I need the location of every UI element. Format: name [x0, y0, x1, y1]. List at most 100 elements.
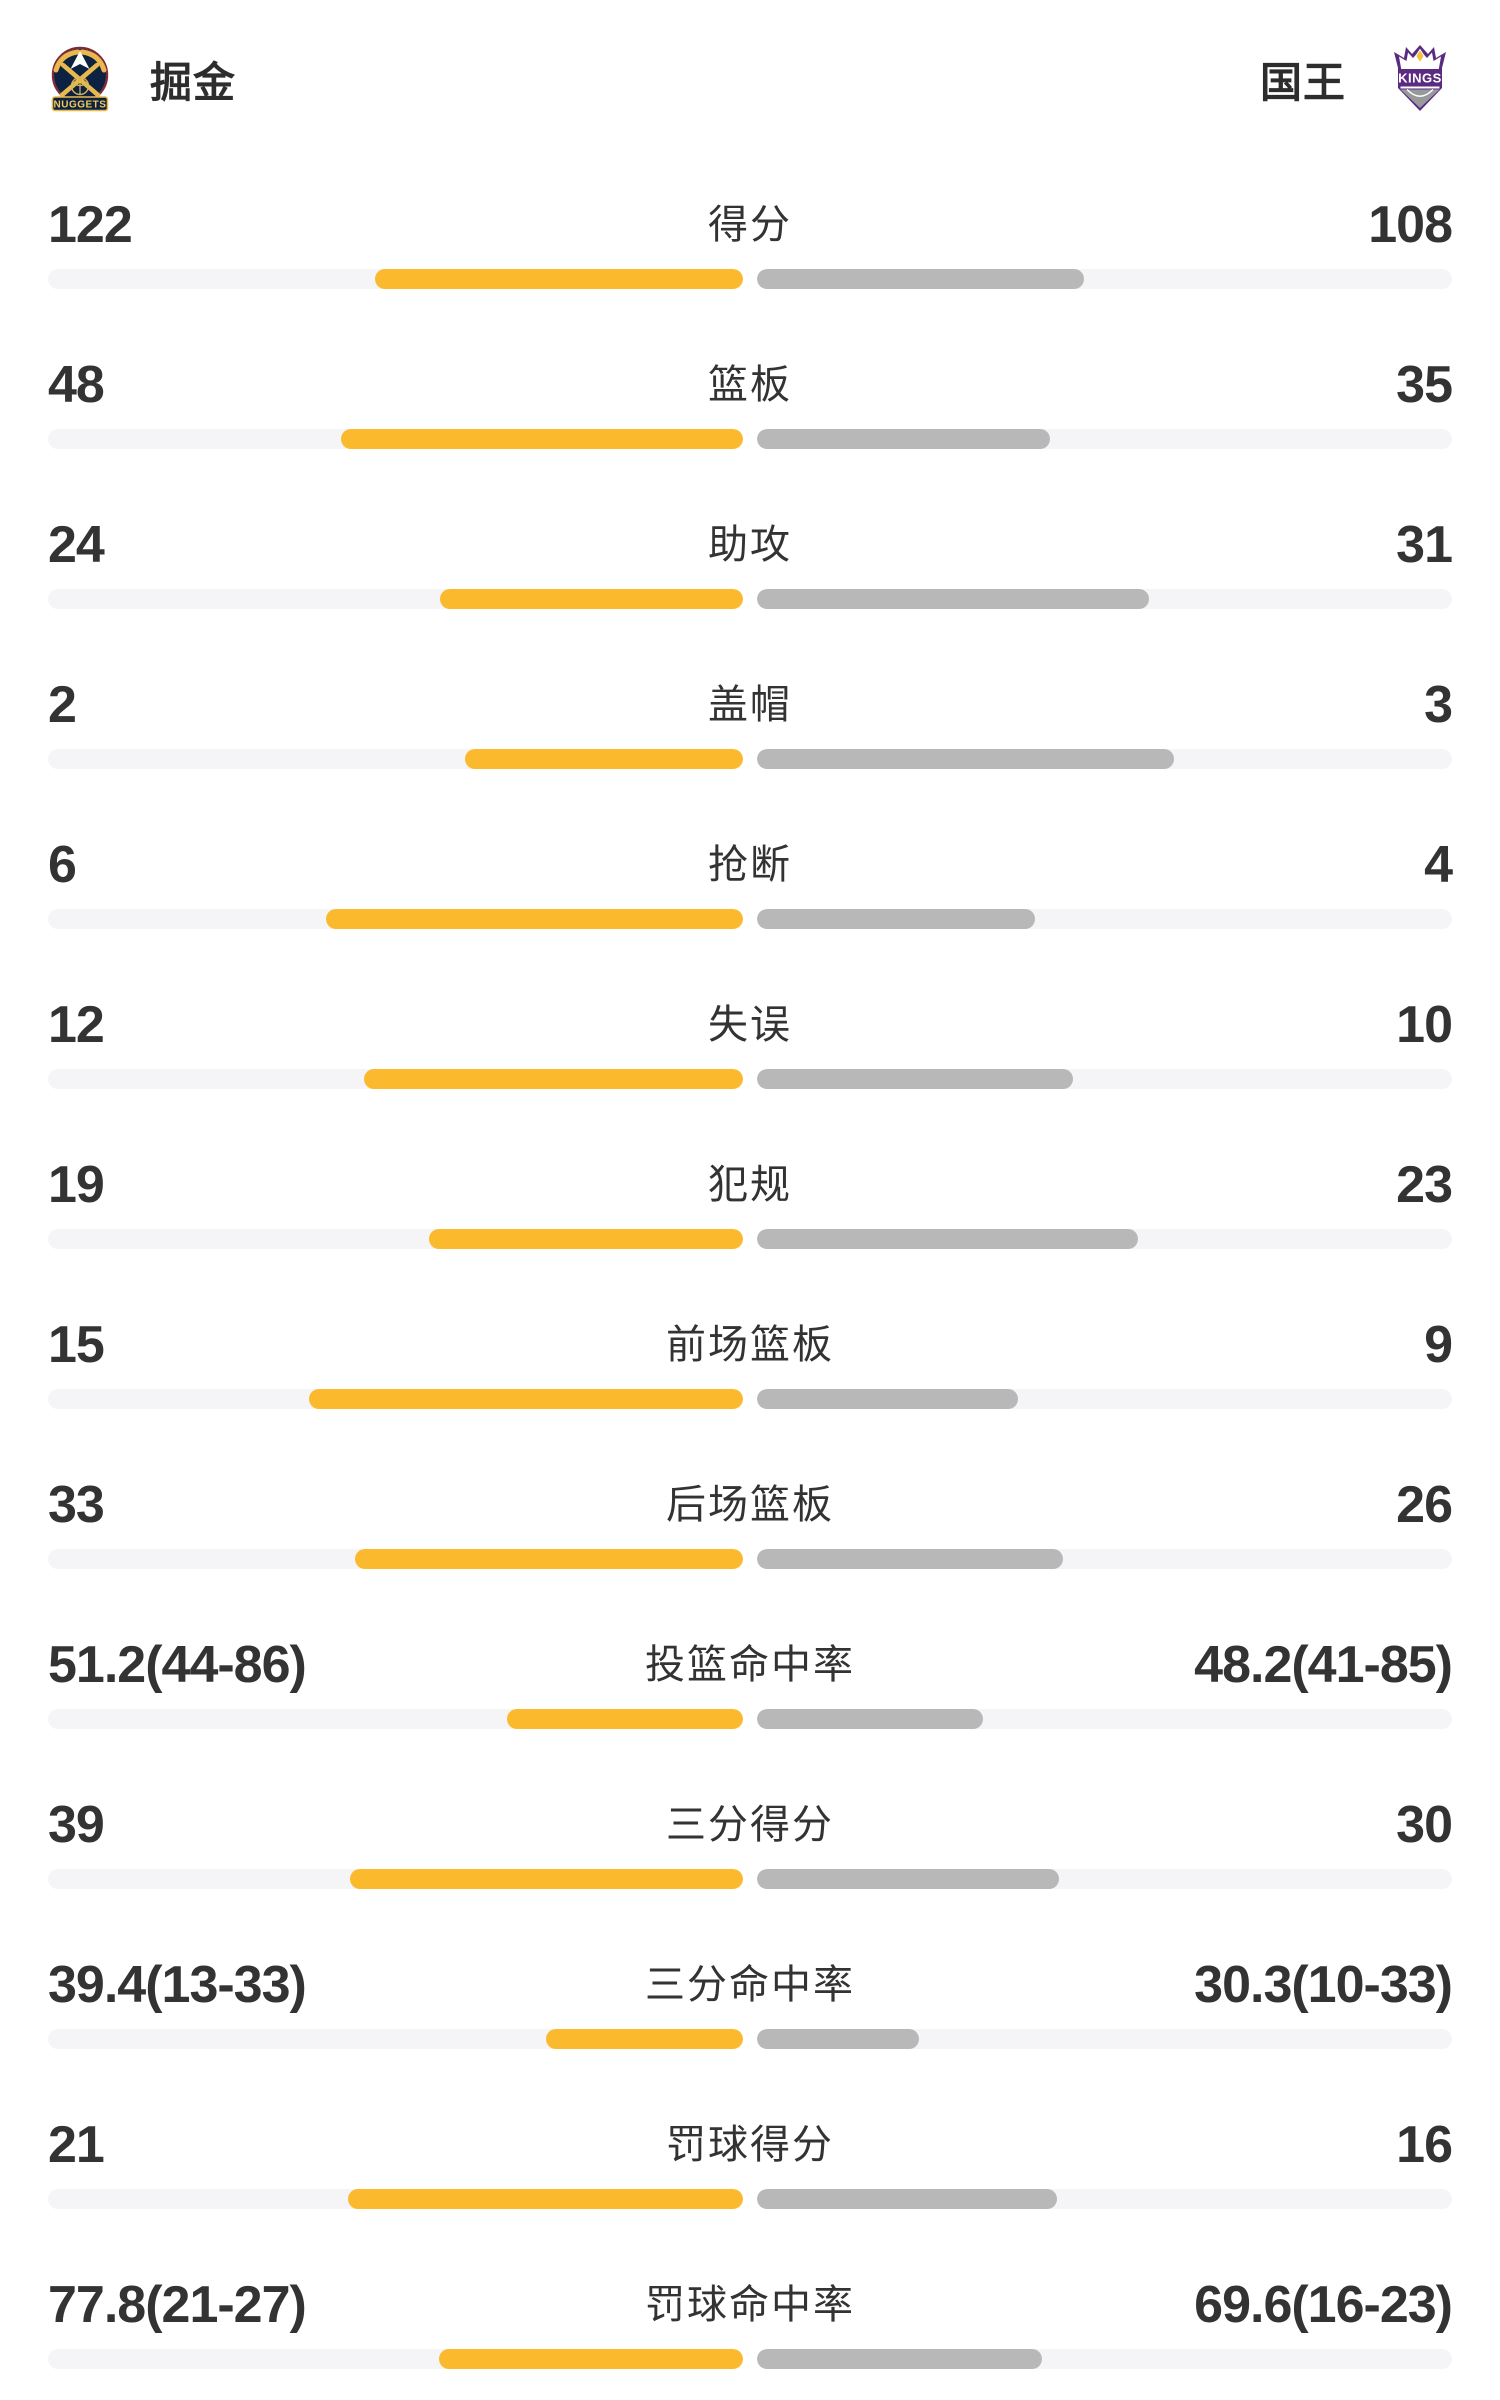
- stat-row: 24 助攻 31: [48, 514, 1453, 609]
- left-team-stat-value: 33: [48, 1476, 105, 1534]
- stat-values: 21 罚球得分 16: [48, 2114, 1453, 2176]
- stat-row: 122 得分 108: [48, 194, 1453, 289]
- right-team-stat-value: 23: [1396, 1156, 1453, 1214]
- right-bar-fill: [757, 2349, 1042, 2369]
- right-bar-fill: [757, 589, 1149, 609]
- svg-text:NUGGETS: NUGGETS: [54, 100, 107, 111]
- svg-text:KINGS: KINGS: [1398, 71, 1442, 86]
- right-bar-fill: [757, 909, 1035, 929]
- left-bar-fill: [507, 1709, 743, 1729]
- left-bar-fill: [354, 1549, 743, 1569]
- stat-bars: [48, 269, 1452, 289]
- left-team-stat-value: 39: [48, 1796, 105, 1854]
- left-team-stat-value: 21: [48, 2116, 105, 2174]
- stat-values: 15 前场篮板 9: [48, 1314, 1453, 1376]
- stat-label: 助攻: [708, 523, 792, 567]
- right-team-stat-value: 48.2(41-85): [1194, 1636, 1453, 1694]
- stat-label: 罚球命中率: [645, 2283, 855, 2327]
- right-bar-fill: [757, 1869, 1060, 1889]
- stat-row: 77.8(21-27) 罚球命中率 69.6(16-23): [48, 2274, 1453, 2369]
- stat-label: 盖帽: [708, 683, 792, 727]
- right-bar-fill: [757, 1389, 1018, 1409]
- left-bar-track: [48, 909, 743, 929]
- stat-bars: [48, 2029, 1452, 2049]
- stat-label: 抢断: [708, 843, 792, 887]
- stat-values: 39 三分得分 30: [48, 1794, 1453, 1856]
- right-bar-track: [757, 1869, 1452, 1889]
- stat-row: 21 罚球得分 16: [48, 2114, 1453, 2209]
- stat-values: 122 得分 108: [48, 194, 1453, 256]
- kings-logo-icon: KINGS: [1394, 45, 1446, 111]
- right-team-stat-value: 69.6(16-23): [1194, 2276, 1453, 2334]
- right-bar-track: [757, 1389, 1452, 1409]
- stat-bars: [48, 429, 1452, 449]
- right-team-stat-value: 30.3(10-33): [1194, 1956, 1453, 2014]
- left-bar-track: [48, 429, 743, 449]
- stat-bars: [48, 589, 1452, 609]
- stat-values: 19 犯规 23: [48, 1154, 1453, 1216]
- stat-bars: [48, 1709, 1452, 1729]
- left-bar-track: [48, 1069, 743, 1089]
- left-bar-fill: [546, 2029, 743, 2049]
- left-bar-fill: [428, 1229, 743, 1249]
- stat-label: 篮板: [708, 363, 792, 407]
- right-team-stat-value: 16: [1396, 2116, 1453, 2174]
- right-team-stat-value: 108: [1368, 196, 1453, 254]
- stat-label: 前场篮板: [666, 1323, 834, 1367]
- stat-values: 12 失误 10: [48, 994, 1453, 1056]
- left-bar-track: [48, 1549, 743, 1569]
- left-bar-fill: [341, 429, 743, 449]
- right-team-name: 国王: [1259, 58, 1346, 106]
- stat-label: 罚球得分: [666, 2123, 834, 2167]
- left-bar-track: [48, 1229, 743, 1249]
- stat-values: 51.2(44-86) 投篮命中率 48.2(41-85): [48, 1634, 1453, 1696]
- right-bar-track: [757, 1229, 1452, 1249]
- right-bar-track: [757, 269, 1452, 289]
- right-team-stat-value: 35: [1396, 356, 1453, 414]
- stat-label: 得分: [708, 203, 792, 247]
- right-team-stat-value: 10: [1396, 996, 1453, 1054]
- stat-row: 39 三分得分 30: [48, 1794, 1453, 1889]
- stat-bars: [48, 2189, 1452, 2209]
- left-bar-fill: [439, 589, 743, 609]
- stat-values: 2 盖帽 3: [48, 674, 1453, 736]
- left-team-name: 掘金: [150, 58, 237, 106]
- left-bar-track: [48, 2189, 743, 2209]
- left-bar-fill: [308, 1389, 743, 1409]
- stat-values: 77.8(21-27) 罚球命中率 69.6(16-23): [48, 2274, 1453, 2336]
- stat-label: 三分得分: [666, 1803, 834, 1847]
- left-team-stat-value: 77.8(21-27): [48, 2276, 307, 2334]
- stat-values: 48 篮板 35: [48, 354, 1453, 416]
- right-bar-track: [757, 2349, 1452, 2369]
- left-team-stat-value: 48: [48, 356, 105, 414]
- stat-row: 15 前场篮板 9: [48, 1314, 1453, 1409]
- left-bar-fill: [326, 909, 743, 929]
- right-bar-fill: [757, 1229, 1138, 1249]
- left-team-stat-value: 12: [48, 996, 105, 1054]
- right-team-stat-value: 9: [1424, 1316, 1453, 1374]
- stat-bars: [48, 909, 1452, 929]
- stat-row: 51.2(44-86) 投篮命中率 48.2(41-85): [48, 1634, 1453, 1729]
- right-bar-fill: [757, 1709, 983, 1729]
- right-bar-track: [757, 429, 1452, 449]
- stat-row: 19 犯规 23: [48, 1154, 1453, 1249]
- left-bar-track: [48, 589, 743, 609]
- right-team-stat-value: 4: [1424, 836, 1453, 894]
- teams-header: NUGGETS 掘金 国王 KINGS: [48, 45, 1452, 113]
- left-team-stat-value: 122: [48, 196, 133, 254]
- left-bar-fill: [348, 2189, 743, 2209]
- right-team-stat-value: 3: [1424, 676, 1453, 734]
- right-bar-fill: [757, 269, 1084, 289]
- stat-values: 24 助攻 31: [48, 514, 1453, 576]
- left-team-stat-value: 2: [48, 676, 77, 734]
- stat-bars: [48, 1229, 1452, 1249]
- left-bar-track: [48, 1709, 743, 1729]
- nuggets-logo-icon: NUGGETS: [51, 46, 109, 112]
- stat-label: 三分命中率: [645, 1963, 855, 2007]
- stat-bars: [48, 1389, 1452, 1409]
- right-bar-track: [757, 2189, 1452, 2209]
- right-team-stat-value: 26: [1396, 1476, 1453, 1534]
- stat-label: 犯规: [708, 1163, 792, 1207]
- left-bar-track: [48, 1389, 743, 1409]
